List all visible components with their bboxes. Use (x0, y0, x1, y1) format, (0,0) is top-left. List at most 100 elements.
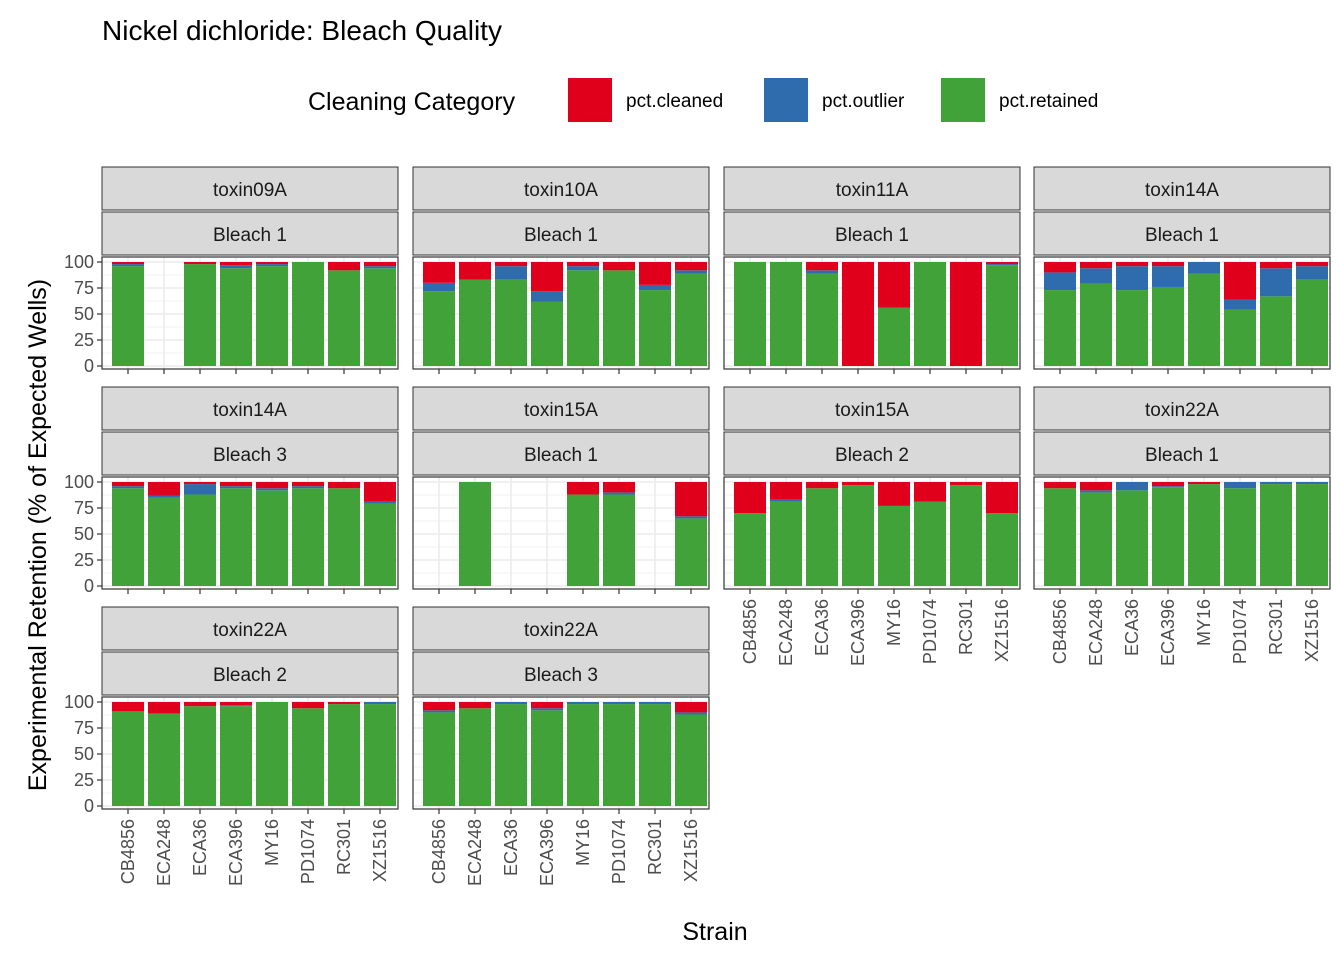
bar-segment-retained (806, 488, 838, 586)
bar-segment-cleaned (675, 702, 707, 713)
strip-bleach (101, 211, 399, 256)
bar-segment-outlier (675, 270, 707, 274)
bar-segment-outlier (148, 495, 180, 498)
bar-segment-retained (328, 270, 360, 366)
bar-segment-cleaned (734, 482, 766, 514)
x-tick-label: RC301 (645, 819, 665, 875)
facet-panel: toxin10A Bleach 1 (412, 166, 710, 374)
bar-segment-retained (1260, 484, 1292, 586)
bar-segment-cleaned (806, 262, 838, 271)
bar-segment-outlier (364, 501, 396, 504)
bar-segment-retained (184, 264, 216, 366)
bar-segment-retained (986, 513, 1018, 586)
bar-segment-cleaned (459, 702, 491, 709)
chart-title: Nickel dichloride: Bleach Quality (102, 15, 502, 46)
bar-segment-cleaned (531, 262, 563, 292)
bar-segment-retained (256, 702, 288, 806)
facet-panel: toxin22A Bleach 3 CB4856 ECA248 ECA36 ECA396 M… (412, 606, 710, 886)
strip-toxin-label: toxin14A (1145, 180, 1219, 201)
bar-segment-retained (675, 518, 707, 586)
strip-bleach (412, 651, 710, 696)
bar-segment-retained (842, 485, 874, 586)
x-tick-label: ECA248 (465, 819, 485, 886)
bar-segment-cleaned (675, 262, 707, 271)
strip-bleach-label: Bleach 3 (524, 665, 598, 686)
bar-segment-retained (220, 706, 252, 806)
bar-segment-cleaned (1260, 262, 1292, 269)
bar-segment-outlier (1260, 268, 1292, 297)
bar-segment-cleaned (639, 262, 671, 285)
x-tick-label: ECA36 (1122, 599, 1142, 656)
bar-segment-retained (878, 307, 910, 366)
bar-segment-cleaned (675, 482, 707, 517)
bar-segment-cleaned (1224, 262, 1256, 300)
bar-segment-cleaned (567, 262, 599, 267)
bar-segment-outlier (1080, 268, 1112, 284)
bar-segment-retained (567, 704, 599, 806)
bar-segment-cleaned (459, 262, 491, 280)
y-tick-label: 25 (74, 550, 94, 570)
bar-segment-retained (184, 494, 216, 586)
bar-segment-retained (914, 262, 946, 366)
x-tick-label: ECA36 (190, 819, 210, 876)
facet-panel: toxin14A Bleach 3 0 25 50 75 100 (64, 386, 399, 596)
bar-segment-cleaned (603, 262, 635, 271)
bar-segment-retained (220, 268, 252, 366)
bar-segment-retained (950, 485, 982, 586)
bar-segment-cleaned (292, 482, 324, 487)
facet-panel: toxin09A Bleach 1 0 25 50 75 100 (64, 166, 399, 376)
bar-segment-outlier (184, 484, 216, 495)
bar-segment-outlier (1116, 266, 1148, 291)
bar-segment-retained (1188, 484, 1220, 586)
bar-segment-cleaned (603, 482, 635, 493)
bar-segment-outlier (423, 710, 455, 713)
legend-key-cleaned (568, 78, 612, 122)
bar-segment-outlier (1296, 482, 1328, 485)
bar-segment-cleaned (328, 702, 360, 705)
bar-segment-retained (423, 291, 455, 366)
bar-segment-retained (1188, 273, 1220, 366)
panel-border (101, 476, 399, 590)
y-tick-label: 100 (64, 692, 94, 712)
facet-panel: toxin22A Bleach 2 0 25 50 75 100 CB4856 ECA248 EC… (64, 606, 399, 886)
legend-title: Cleaning Category (308, 88, 516, 116)
x-tick-label: ECA248 (776, 599, 796, 666)
bar-segment-outlier (220, 265, 252, 269)
panel-border (723, 256, 1021, 370)
facet-panel: toxin14A Bleach 1 (1033, 166, 1331, 374)
strip-bleach (412, 431, 710, 476)
strip-toxin (723, 166, 1021, 211)
bar-segment-cleaned (1116, 262, 1148, 267)
strip-bleach-label: Bleach 1 (1145, 225, 1219, 246)
y-tick-label: 75 (74, 278, 94, 298)
bar-segment-cleaned (148, 702, 180, 714)
bar-segment-outlier (1224, 482, 1256, 489)
bar-segment-retained (148, 713, 180, 806)
bar-segment-cleaned (220, 482, 252, 487)
strip-bleach-label: Bleach 2 (835, 445, 909, 466)
x-tick-label: RC301 (956, 599, 976, 655)
bar-segment-cleaned (1080, 262, 1112, 269)
x-tick-label: RC301 (1266, 599, 1286, 655)
bar-segment-retained (1260, 296, 1292, 366)
strip-toxin (1033, 386, 1331, 431)
bar-segment-cleaned (842, 482, 874, 486)
strip-toxin (412, 386, 710, 431)
y-tick-label: 25 (74, 770, 94, 790)
x-tick-label: PD1074 (1230, 599, 1250, 664)
bar-segment-retained (639, 290, 671, 366)
bar-segment-retained (459, 279, 491, 366)
x-tick-label: ECA396 (537, 819, 557, 886)
x-tick-label: ECA248 (1086, 599, 1106, 666)
bar-segment-cleaned (806, 482, 838, 489)
bar-segment-cleaned (112, 482, 144, 487)
bar-segment-retained (603, 494, 635, 586)
bar-segment-outlier (675, 516, 707, 519)
bar-segment-retained (423, 712, 455, 806)
panel-border (412, 476, 710, 590)
bar-segment-cleaned (364, 262, 396, 267)
bar-segment-retained (567, 270, 599, 366)
bar-segment-outlier (567, 266, 599, 271)
strip-toxin (101, 166, 399, 211)
strip-toxin-label: toxin22A (213, 620, 287, 641)
